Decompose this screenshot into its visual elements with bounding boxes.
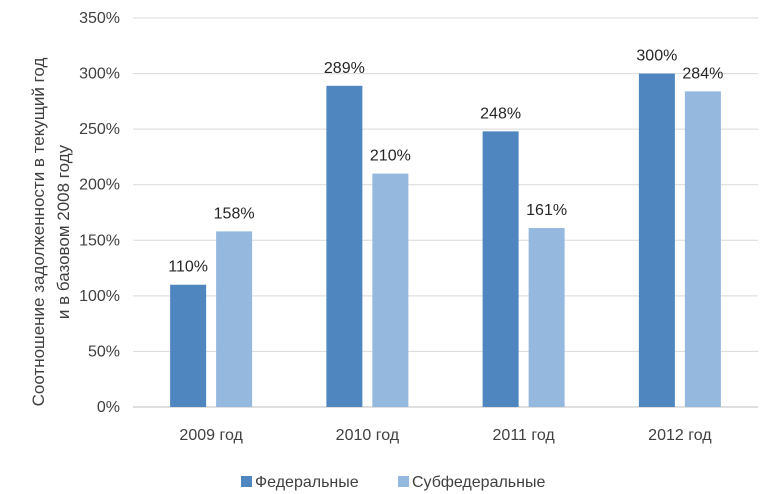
x-tick-label: 2009 год	[179, 427, 243, 444]
bar-subfederal	[216, 231, 253, 407]
y-tick-label: 50%	[88, 343, 120, 360]
x-axis-ticks: 2009 год 2010 год 2011 год 2012 год	[179, 427, 712, 444]
legend-label: Федеральные	[255, 474, 359, 491]
y-tick-label: 0%	[97, 399, 120, 416]
data-label: 248%	[480, 105, 521, 122]
bar-federal	[482, 131, 519, 407]
data-label: 210%	[370, 148, 411, 165]
y-tick-label: 100%	[79, 288, 120, 305]
bar-subfederal	[372, 173, 409, 407]
x-tick-label: 2010 год	[336, 427, 400, 444]
y-tick-label: 300%	[79, 66, 120, 83]
data-label: 110%	[168, 259, 208, 276]
y-tick-label: 250%	[79, 121, 120, 138]
y-tick-label: 150%	[79, 232, 120, 249]
x-tick-label: 2012 год	[648, 427, 712, 444]
x-tick-label: 2011 год	[493, 427, 556, 444]
legend-label: Субфедеральные	[412, 474, 545, 491]
y-axis-ticks: 0% 50% 100% 150% 200% 250% 300% 350%	[79, 10, 120, 416]
legend-swatch	[241, 476, 252, 487]
data-label: 300%	[636, 48, 677, 65]
bar-federal	[638, 73, 675, 408]
data-label: 158%	[214, 205, 255, 222]
bar-federal	[170, 284, 207, 407]
legend: Федеральные Субфедеральные	[241, 474, 545, 491]
bar-federal	[326, 85, 363, 407]
data-label: 284%	[682, 65, 723, 82]
bar-subfederal	[528, 228, 565, 407]
data-label: 289%	[324, 60, 365, 77]
legend-swatch	[398, 476, 409, 487]
y-axis-label-line-1: Соотношение задолженности в текущий год	[29, 58, 48, 407]
data-label: 161%	[526, 202, 567, 219]
bars	[170, 73, 721, 408]
bar-subfederal	[684, 91, 721, 408]
data-labels: 110% 158% 289% 210% 248% 161% 300% 284%	[168, 48, 723, 276]
y-tick-label: 200%	[79, 177, 120, 194]
y-tick-label: 350%	[79, 10, 120, 27]
y-axis-label-line-2: и в базовом 2008 году	[54, 144, 73, 319]
